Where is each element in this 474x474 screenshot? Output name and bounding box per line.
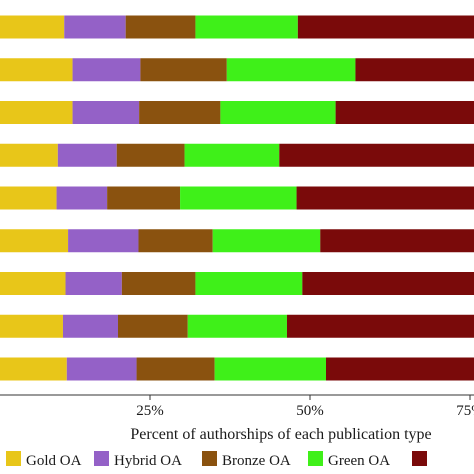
bar-segment: [136, 357, 215, 381]
bar-segment: [187, 314, 287, 338]
bar-segment: [116, 143, 185, 167]
bar-segment: [286, 314, 474, 338]
legend-swatch: [308, 451, 323, 466]
bar-segment: [0, 314, 63, 338]
bar-segment: [279, 143, 474, 167]
bar-segment: [56, 186, 108, 210]
x-tick-label: 50%: [296, 403, 324, 419]
bar-segment: [335, 101, 474, 124]
bar-segment: [57, 143, 117, 167]
bar-segment: [0, 15, 65, 39]
bar-segment: [0, 58, 73, 82]
legend-label: Gold OA: [26, 453, 82, 469]
bar-segment: [320, 229, 474, 253]
bar-segment: [212, 229, 321, 253]
bar-segment: [0, 357, 67, 381]
bar-segment: [195, 15, 298, 39]
bar-segment: [326, 357, 474, 381]
bar-segment: [355, 58, 474, 82]
legend-swatch: [412, 451, 427, 466]
bar-segment: [107, 186, 181, 210]
bar-segment: [66, 357, 137, 381]
bar-segment: [140, 58, 227, 82]
bar-segment: [0, 229, 69, 253]
x-tick-label: 25%: [136, 403, 164, 419]
bar-segment: [139, 101, 221, 124]
bar-segment: [72, 101, 140, 124]
bar-segment: [65, 272, 122, 295]
bars-group: [0, 15, 474, 381]
bar-segment: [62, 314, 118, 338]
bar-segment: [121, 272, 196, 295]
bar-segment: [72, 58, 141, 82]
legend-label: Hybrid OA: [114, 453, 182, 469]
bar-segment: [226, 58, 356, 82]
x-axis-label: Percent of authorships of each publicati…: [130, 426, 431, 443]
legend: Gold OA Hybrid OA Bronze OA Green OA: [6, 451, 427, 469]
bar-segment: [64, 15, 126, 39]
bar-segment: [0, 186, 57, 210]
x-ticks-group: 25% 50% 75%: [136, 395, 474, 419]
x-tick-label: 75%: [456, 403, 474, 419]
bar-segment: [0, 272, 66, 295]
bar-segment: [296, 186, 474, 210]
bar-segment: [302, 272, 474, 295]
legend-label: Bronze OA: [222, 453, 291, 469]
bar-segment: [118, 314, 188, 338]
legend-swatch: [6, 451, 21, 466]
bar-segment: [138, 229, 213, 253]
bar-segment: [180, 186, 297, 210]
bar-segment: [220, 101, 336, 124]
bar-segment: [68, 229, 139, 253]
bar-segment: [125, 15, 196, 39]
bar-segment: [214, 357, 326, 381]
legend-swatch: [202, 451, 217, 466]
bar-segment: [184, 143, 280, 167]
bar-segment: [0, 143, 58, 167]
legend-swatch: [94, 451, 109, 466]
bar-segment: [195, 272, 303, 295]
bar-segment: [297, 15, 474, 39]
legend-label: Green OA: [328, 453, 390, 469]
bar-segment: [0, 101, 73, 124]
